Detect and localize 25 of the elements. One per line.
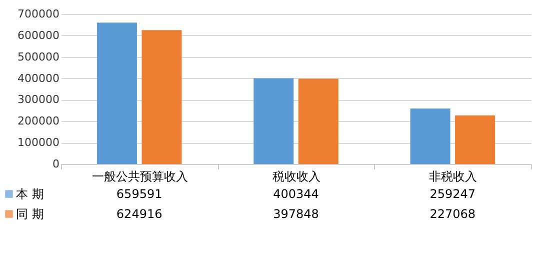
bar (298, 78, 338, 164)
y-tick-label: 600000 (18, 28, 60, 42)
y-tick-label: 0 (52, 158, 60, 170)
y-tick-label: 300000 (18, 93, 60, 106)
data-label: 397848 (273, 207, 319, 221)
legend-label: 同 期 (16, 207, 44, 221)
y-tick-label: 400000 (18, 72, 60, 85)
data-label: 259247 (430, 187, 476, 201)
bar (254, 78, 294, 164)
y-tick-label: 500000 (18, 50, 60, 64)
bar (96, 22, 137, 164)
y-tick-label: 100000 (18, 136, 60, 150)
x-tick-label: 一般公共预算收入 (92, 170, 188, 184)
x-tick-label: 非税收入 (429, 170, 478, 184)
data-label: 624916 (116, 207, 162, 221)
bar (142, 30, 182, 164)
bar (455, 115, 496, 164)
bar (410, 108, 450, 164)
legend-label: 本 期 (16, 187, 44, 201)
data-label: 659591 (116, 187, 162, 201)
x-tick-label: 税收收入 (272, 170, 320, 184)
data-label: 227068 (430, 207, 476, 221)
y-tick-label: 700000 (18, 8, 60, 20)
data-label: 400344 (273, 187, 319, 201)
y-tick-label: 200000 (18, 114, 60, 128)
